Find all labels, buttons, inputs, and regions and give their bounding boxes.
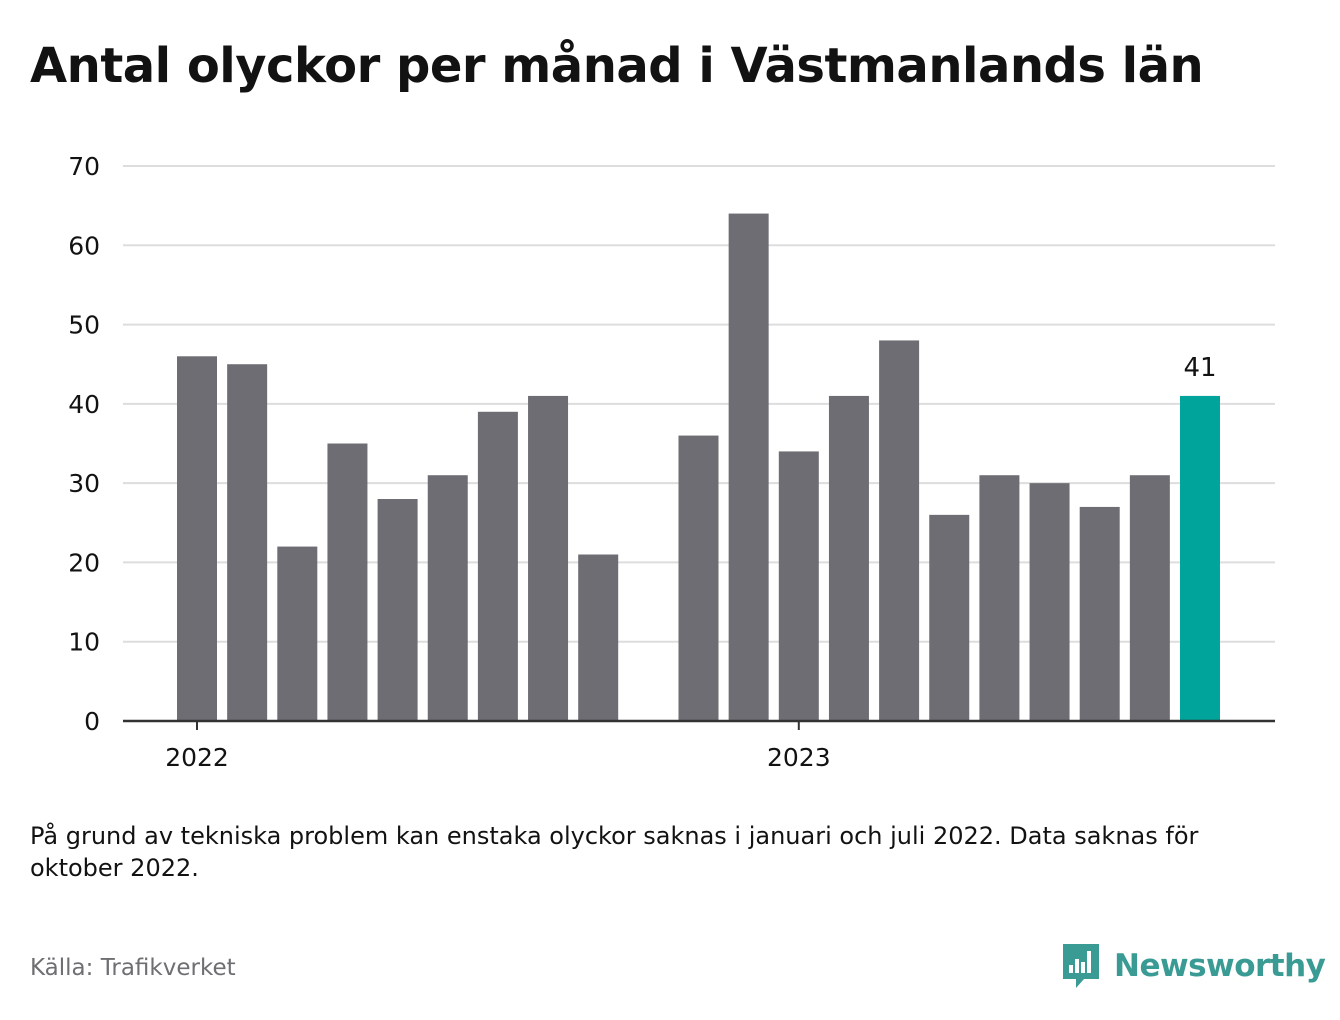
brand-logo: Newsworthy [1060,940,1326,992]
bar [427,475,468,721]
bar [979,475,1020,721]
y-tick-label: 50 [68,311,100,340]
y-tick-label: 30 [68,469,100,498]
bar [929,514,970,721]
y-tick-label: 20 [68,548,100,577]
x-axis: 2022 2023 [123,719,1275,772]
brand-name: Newsworthy [1114,948,1326,984]
bar [327,443,368,721]
bar [277,546,318,721]
y-tick-label: 70 [68,152,100,181]
source-text: Källa: Trafikverket [30,955,236,981]
bar [477,411,518,721]
y-tick-label: 60 [68,231,100,260]
bar-highlight [1180,395,1220,721]
bar [728,213,769,722]
y-axis-ticks: 0 10 20 30 40 50 60 70 [68,152,100,736]
bar [879,340,920,721]
y-tick-label: 10 [68,628,100,657]
bar [1029,483,1070,721]
bar-chart: 0 10 20 30 40 50 60 70 41 2022 2023 [68,152,1275,772]
bar [678,435,719,721]
bar [377,499,418,721]
bar [177,356,217,721]
bar [227,364,268,721]
bar [828,395,869,721]
bar-chart-speech-bubble-icon [1063,944,1099,988]
bar [578,554,619,721]
bar [528,395,569,721]
y-tick-label: 40 [68,390,100,419]
bar [1129,475,1170,721]
chart-title: Antal olyckor per månad i Västmanlands l… [30,38,1204,94]
x-tick-label: 2023 [767,743,831,772]
chart-note: På grund av tekniska problem kan enstaka… [30,822,1199,882]
bar [778,451,819,721]
x-tick-label: 2022 [165,743,229,772]
bars [177,213,1220,722]
data-label: 41 [1183,353,1216,383]
bar [1079,506,1120,721]
y-tick-label: 0 [84,707,100,736]
data-labels: 41 [1183,353,1216,383]
